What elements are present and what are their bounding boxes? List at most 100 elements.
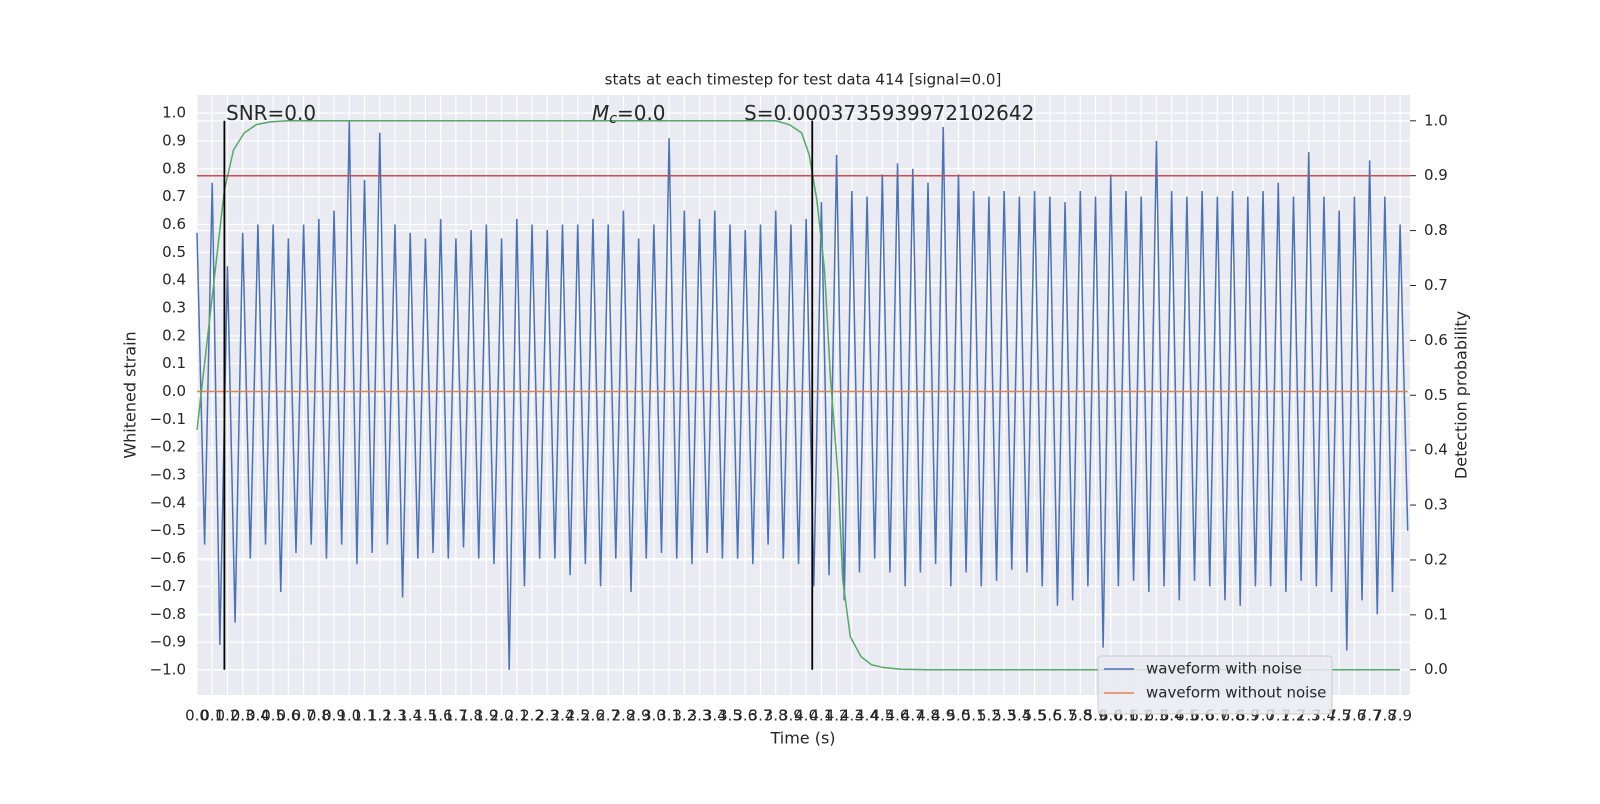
y2-tick-label: 1.0 — [1424, 111, 1448, 129]
x-tick-label: 3.7 — [749, 707, 773, 725]
y-tick-label: 0.0 — [162, 382, 186, 400]
x-tick-label: 1.2 — [368, 707, 392, 725]
x-axis-label: Time (s) — [769, 729, 835, 748]
x-tick-label: 3.9 — [779, 707, 803, 725]
annotation-symbol: M — [592, 101, 609, 125]
y-tick-label: 0.3 — [162, 298, 186, 316]
y-tick-label: 0.2 — [162, 326, 186, 344]
x-tick-label: 2.3 — [535, 707, 559, 725]
x-tick-label: 7.5 — [1327, 707, 1351, 725]
x-tick-label: 0.6 — [276, 707, 300, 725]
y-tick-label: −0.8 — [150, 605, 186, 623]
x-tick-label: 1.6 — [429, 707, 453, 725]
y-tick-label: −0.6 — [150, 549, 186, 567]
x-tick-label: 1.7 — [444, 707, 468, 725]
x-tick-label: 5.6 — [1038, 707, 1062, 725]
annotation-text: SNR=0.0 — [226, 101, 316, 125]
y2-tick-label: 0.1 — [1424, 605, 1448, 623]
x-tick-label: 5.8 — [1068, 707, 1092, 725]
legend-label: waveform without noise — [1146, 684, 1326, 702]
x-tick-label: 4.9 — [931, 707, 955, 725]
y-tick-label: −0.4 — [150, 493, 186, 511]
legend-box — [1097, 655, 1333, 715]
y-tick-label: 0.8 — [162, 159, 186, 177]
x-tick-label: 4.2 — [825, 707, 849, 725]
x-tick-label: 4.7 — [901, 707, 925, 725]
annotation: Mc=0.0 — [592, 101, 666, 128]
x-tick-label: 2.0 — [490, 707, 514, 725]
x-tick-label: 4.6 — [886, 707, 910, 725]
x-tick-label: 5.7 — [1053, 707, 1077, 725]
x-tick-label: 0.5 — [261, 707, 285, 725]
x-tick-label: 1.8 — [459, 707, 483, 725]
y-tick-label: 1.0 — [162, 104, 186, 122]
x-tick-label: 4.0 — [794, 707, 818, 725]
x-tick-label: 0.0 — [185, 707, 209, 725]
x-tick-label: 0.9 — [322, 707, 346, 725]
x-tick-label: 2.7 — [596, 707, 620, 725]
x-tick-label: 1.3 — [383, 707, 407, 725]
y-tick-label: −0.9 — [150, 633, 186, 651]
x-tick-label: 3.8 — [764, 707, 788, 725]
x-tick-label: 4.8 — [916, 707, 940, 725]
x-tick-label: 2.5 — [566, 707, 590, 725]
y2-tick-label: 0.5 — [1424, 386, 1448, 404]
x-tick-label: 4.3 — [840, 707, 864, 725]
x-tick-label: 1.9 — [474, 707, 498, 725]
x-tick-label: 3.2 — [672, 707, 696, 725]
x-tick-label: 0.2 — [216, 707, 240, 725]
y2-tick-label: 0.3 — [1424, 496, 1448, 514]
y-tick-label: −0.3 — [150, 466, 186, 484]
y2-tick-label: 0.2 — [1424, 550, 1448, 568]
x-tick-label: 3.3 — [688, 707, 712, 725]
y-tick-label: −0.5 — [150, 521, 186, 539]
x-tick-label: 3.1 — [657, 707, 681, 725]
y-tick-label: −0.2 — [150, 438, 186, 456]
x-tick-label: 3.6 — [733, 707, 757, 725]
x-tick-label: 1.0 — [337, 707, 361, 725]
y-tick-label: 0.9 — [162, 131, 186, 149]
y-tick-label: −0.7 — [150, 577, 186, 595]
x-tick-label: 2.9 — [627, 707, 651, 725]
y2-axis-label: Detection probability — [1452, 311, 1471, 479]
x-tick-label: 4.1 — [809, 707, 833, 725]
x-tick-label: 7.7 — [1358, 707, 1382, 725]
y-tick-label: 0.1 — [162, 354, 186, 372]
annotation-text: S=0.0003735939972102642 — [744, 101, 1034, 125]
x-tick-label: 2.6 — [581, 707, 605, 725]
y2-tick-label: 0.9 — [1424, 166, 1448, 184]
x-tick-label: 3.4 — [703, 707, 727, 725]
x-tick-label: 1.5 — [414, 707, 438, 725]
x-tick-label: 4.4 — [855, 707, 879, 725]
y2-tick-label: 0.8 — [1424, 221, 1448, 239]
x-tick-label: 1.4 — [398, 707, 422, 725]
y-axis-label: Whitened strain — [121, 331, 140, 458]
x-tick-label: 0.4 — [246, 707, 270, 725]
series-line — [196, 120, 1401, 671]
legend-label: waveform with noise — [1146, 660, 1302, 678]
x-tick-label: 2.1 — [505, 707, 529, 725]
x-tick-label: 5.0 — [947, 707, 971, 725]
chart-title: stats at each timestep for test data 414… — [605, 71, 1002, 89]
x-tick-label: 5.4 — [1007, 707, 1031, 725]
x-tick-label: 0.3 — [231, 707, 255, 725]
x-tick-label: 0.1 — [200, 707, 224, 725]
y-tick-label: −0.1 — [150, 410, 186, 428]
x-tick-label: 7.6 — [1342, 707, 1366, 725]
x-tick-label: 7.9 — [1388, 707, 1412, 725]
x-tick-label: 5.5 — [1023, 707, 1047, 725]
y-tick-label: −1.0 — [150, 660, 186, 678]
x-tick-label: 0.7 — [292, 707, 316, 725]
x-tick-label: 5.2 — [977, 707, 1001, 725]
x-tick-label: 2.4 — [551, 707, 575, 725]
x-tick-label: 3.5 — [718, 707, 742, 725]
x-tick-label: 4.5 — [870, 707, 894, 725]
y2-tick-label: 0.4 — [1424, 441, 1448, 459]
y2-tick-label: 0.0 — [1424, 660, 1448, 678]
annotation: SNR=0.0 — [226, 101, 316, 125]
y-tick-label: 0.6 — [162, 215, 186, 233]
annotation: S=0.0003735939972102642 — [744, 101, 1034, 125]
x-tick-label: 2.8 — [611, 707, 635, 725]
y-tick-label: 0.4 — [162, 271, 186, 289]
x-tick-label: 5.1 — [962, 707, 986, 725]
